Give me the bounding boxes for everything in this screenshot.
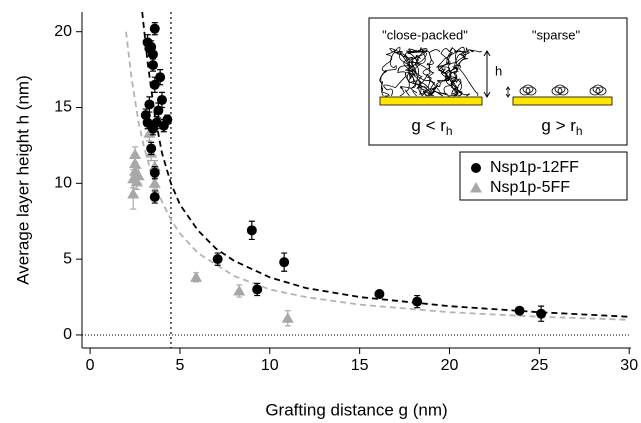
- surface: [512, 96, 613, 106]
- arrow-head: [483, 50, 491, 98]
- data-point: [514, 305, 525, 316]
- x-tick-label: 5: [175, 357, 184, 374]
- fit-curve: [125, 31, 630, 321]
- condition-text: g < r: [411, 116, 446, 135]
- y-tick-label: 5: [63, 250, 72, 267]
- data-point: [147, 49, 158, 60]
- polymer-chain: [431, 51, 453, 97]
- data-point: [162, 114, 173, 125]
- legend-frame: [459, 151, 628, 201]
- polymer-coil: [519, 86, 531, 96]
- data-point: [149, 79, 160, 90]
- data-point: [412, 296, 423, 307]
- polymer-coil: [595, 86, 607, 96]
- x-tick-label: 15: [351, 357, 369, 374]
- plot-area: [82, 11, 631, 348]
- y-axis-label: Average layer height h (nm): [13, 75, 32, 284]
- data-point: [155, 72, 166, 83]
- polymer-chain: [416, 49, 449, 97]
- left-condition: g < rh: [411, 116, 452, 138]
- right-condition: g > rh: [541, 116, 582, 138]
- data-point: [246, 225, 257, 236]
- inset-right-title: "sparse": [532, 27, 581, 42]
- data-point: [536, 308, 547, 319]
- subscript: h: [576, 124, 583, 138]
- data-point: [156, 94, 167, 105]
- polymer-coil: [592, 84, 604, 94]
- polymer-chain: [383, 55, 422, 97]
- data-point: [149, 167, 160, 178]
- condition-text: g > r: [541, 116, 576, 135]
- x-axis-label: Grafting distance g (nm): [265, 400, 447, 419]
- data-point: [146, 143, 157, 154]
- polymer-chain: [407, 51, 424, 97]
- x-tick-label: 0: [86, 357, 95, 374]
- data-point: [233, 284, 246, 296]
- polymer-coil: [522, 84, 534, 94]
- x-tick-label: 25: [530, 357, 548, 374]
- data-point: [127, 187, 140, 199]
- polymer-chain: [430, 49, 482, 97]
- data-point: [279, 257, 290, 268]
- subscript: h: [446, 124, 453, 138]
- data-point: [190, 271, 203, 282]
- data-point: [149, 23, 160, 34]
- polymer-chain: [445, 50, 468, 97]
- legend-marker: [471, 163, 481, 173]
- fit-curve: [141, 11, 630, 318]
- data-point: [144, 99, 155, 110]
- x-tick-label: 30: [620, 357, 638, 374]
- x-tick-label: 20: [441, 357, 459, 374]
- small-arrow: [505, 86, 511, 98]
- polymer-coil: [551, 86, 563, 96]
- polymer-chain: [405, 48, 421, 97]
- polymer-chain: [379, 46, 401, 97]
- height-label: h: [495, 63, 502, 78]
- polymer-chain: [441, 46, 465, 97]
- data-point: [147, 60, 158, 71]
- polymer-coil: [557, 86, 569, 96]
- legend-label: Nsp1p-5FF: [490, 179, 570, 196]
- inset: "close-packed" "sparse" h g < rh g > rh: [368, 17, 628, 146]
- polymer-brush: [379, 46, 607, 97]
- data-point: [148, 160, 161, 172]
- polymer-coil: [525, 86, 537, 96]
- y-tick-label: 10: [54, 175, 72, 192]
- polymer-chain: [396, 51, 431, 97]
- polymer-chain: [411, 47, 436, 97]
- data-point: [129, 148, 142, 160]
- y-tick-label: 15: [54, 99, 72, 116]
- polymer-coil: [589, 86, 601, 96]
- polymer-chain: [399, 51, 428, 97]
- polymer-coil: [554, 84, 566, 94]
- inset-left-title: "close-packed": [382, 27, 468, 42]
- data-point: [142, 117, 153, 128]
- legend-label: Nsp1p-12FF: [490, 159, 579, 176]
- surface: [379, 96, 483, 106]
- polymer-chain: [397, 52, 429, 97]
- data-point: [149, 191, 160, 202]
- data-point: [374, 289, 385, 300]
- y-tick-label: 0: [63, 326, 72, 343]
- y-tick-label: 20: [54, 23, 72, 40]
- data-point: [281, 312, 294, 323]
- data-point: [252, 284, 263, 295]
- x-tick-label: 10: [261, 357, 279, 374]
- data-point: [212, 254, 223, 265]
- data-point: [148, 177, 161, 188]
- legend-marker: [470, 182, 482, 193]
- data-point: [132, 169, 145, 181]
